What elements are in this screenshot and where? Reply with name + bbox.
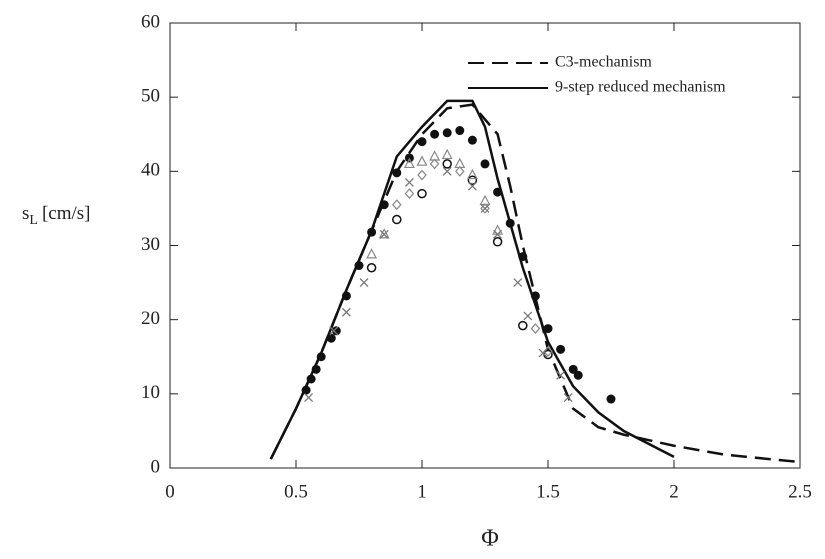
marker <box>513 278 523 288</box>
marker <box>568 364 578 374</box>
marker <box>416 155 428 166</box>
marker <box>378 228 390 239</box>
y-tick-label: 40 <box>141 160 160 181</box>
marker <box>366 263 377 273</box>
marker <box>391 199 402 211</box>
x-tick-label: 0.5 <box>284 481 308 502</box>
marker <box>417 137 427 147</box>
marker <box>341 307 351 317</box>
y-tick-label: 0 <box>151 456 161 477</box>
x-tick-label: 2.5 <box>788 481 812 502</box>
marker <box>454 165 465 177</box>
marker <box>359 278 369 288</box>
marker <box>538 348 548 358</box>
marker <box>441 148 453 160</box>
marker <box>480 203 490 213</box>
x-axis-label: Φ <box>481 526 499 552</box>
marker <box>379 229 389 239</box>
marker <box>518 252 528 262</box>
y-axis-label: sL [cm/s] <box>22 203 91 228</box>
marker <box>417 188 427 199</box>
legend-label: 9-step reduced mechanism <box>555 79 726 96</box>
marker <box>466 168 478 180</box>
marker <box>301 385 311 395</box>
legend: C3-mechanism 9-step reduced mechanism <box>468 54 726 96</box>
marker <box>404 177 414 187</box>
marker <box>430 129 440 139</box>
marker <box>403 157 415 169</box>
marker <box>523 311 533 321</box>
y-tick-label: 50 <box>141 86 160 107</box>
marker <box>392 214 402 225</box>
marker <box>467 181 477 191</box>
marker <box>556 370 566 380</box>
x-tick-label: 2 <box>669 481 679 502</box>
y-tick-label: 30 <box>141 234 160 255</box>
marker <box>492 237 503 247</box>
marker <box>530 323 541 334</box>
x-tick-label: 1 <box>417 481 427 502</box>
y-label-unit: [cm/s] <box>42 203 91 224</box>
y-label-subscript: L <box>29 213 38 228</box>
marker <box>354 261 364 271</box>
marker <box>493 229 503 239</box>
legend-label: C3-mechanism <box>555 54 652 71</box>
marker <box>493 187 503 197</box>
marker <box>563 393 573 403</box>
marker <box>331 326 341 336</box>
marker <box>556 344 566 354</box>
marker <box>304 393 314 403</box>
marker <box>306 374 316 384</box>
marker <box>606 394 616 404</box>
y-label-symbol: s <box>22 203 29 224</box>
y-tick-label: 10 <box>141 382 160 403</box>
marker <box>417 169 427 181</box>
y-tick-label: 20 <box>141 308 160 329</box>
marker <box>366 248 378 259</box>
marker <box>467 135 477 145</box>
marker <box>480 203 490 214</box>
marker <box>442 159 452 169</box>
marker <box>455 126 465 136</box>
marker <box>341 291 351 301</box>
marker <box>442 166 452 176</box>
marker <box>311 364 321 374</box>
marker <box>442 128 452 138</box>
marker <box>543 324 553 334</box>
marker <box>480 159 490 169</box>
marker <box>404 188 415 199</box>
marker <box>530 291 540 301</box>
marker <box>326 333 336 343</box>
marker <box>505 218 515 228</box>
marker <box>492 224 504 235</box>
marker <box>573 370 583 380</box>
marker <box>518 320 528 331</box>
x-tick-label: 1.5 <box>536 481 560 502</box>
x-tick-label: 0 <box>165 481 175 502</box>
marker <box>392 168 402 178</box>
marker <box>329 326 339 336</box>
series-line <box>269 103 801 464</box>
marker <box>367 227 377 237</box>
marker <box>379 200 389 210</box>
marker <box>316 352 326 362</box>
series-line <box>269 99 675 460</box>
marker <box>429 158 440 170</box>
y-tick-label: 60 <box>141 11 160 32</box>
